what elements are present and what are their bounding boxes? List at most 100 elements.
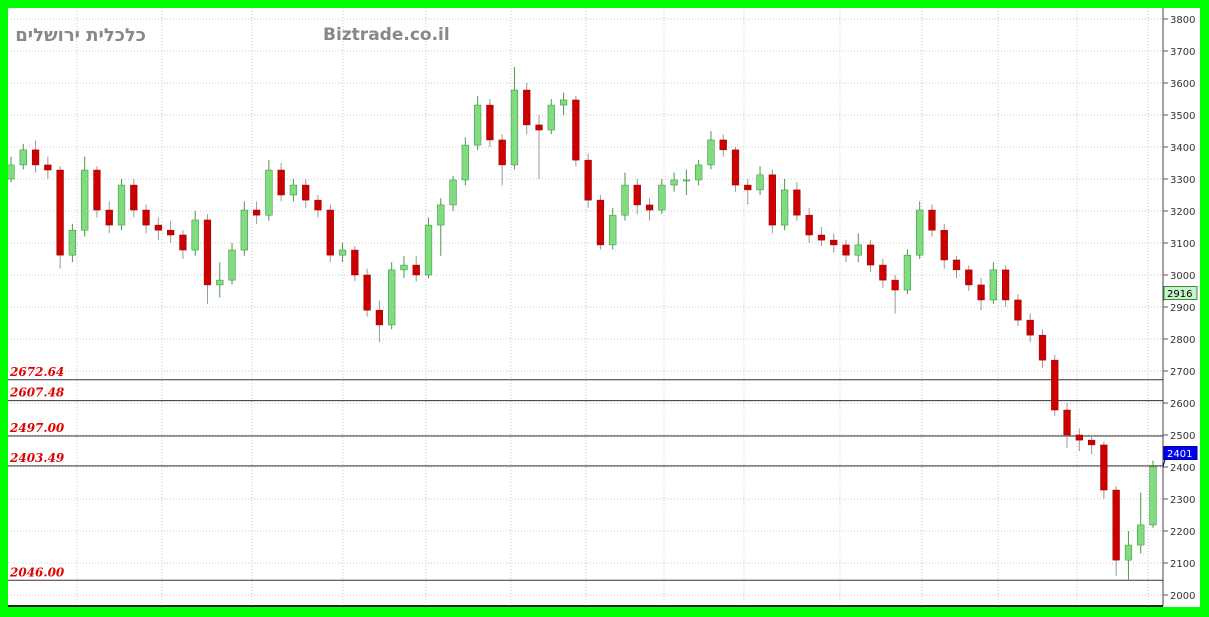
candle xyxy=(633,179,641,215)
y-tick-label: 3700 xyxy=(1170,47,1195,58)
candle-body xyxy=(228,249,236,281)
candle xyxy=(302,179,310,208)
candle-body xyxy=(645,204,654,211)
candle xyxy=(817,227,826,247)
level-label: 2403.49 xyxy=(9,451,65,465)
candle-body xyxy=(203,219,212,286)
candle-body xyxy=(167,229,175,236)
candle xyxy=(130,179,138,218)
candle-body xyxy=(903,254,912,291)
candle xyxy=(768,169,776,234)
candle-body xyxy=(756,174,764,191)
y-tick-label: 3000 xyxy=(1170,271,1195,282)
price-marker-bg xyxy=(1163,446,1198,460)
candle-body xyxy=(240,209,248,251)
candle-body xyxy=(142,209,150,226)
y-tick-label: 2300 xyxy=(1170,495,1195,506)
candle-body xyxy=(1124,544,1133,561)
candle xyxy=(1100,441,1108,499)
candle-body xyxy=(498,139,506,166)
candle-body xyxy=(179,234,187,251)
candle xyxy=(756,166,764,195)
candle-body xyxy=(314,199,322,211)
y-tick-label: 3800 xyxy=(1170,15,1195,26)
y-tick-label: 2500 xyxy=(1170,431,1195,442)
candle-body xyxy=(584,159,592,201)
candle-body xyxy=(928,209,936,231)
candle xyxy=(965,265,973,291)
watermark: Biztrade.co.il xyxy=(323,25,450,45)
candle xyxy=(1063,403,1071,448)
candle xyxy=(744,179,752,205)
candle-body xyxy=(216,279,224,286)
candle xyxy=(842,239,850,263)
candle xyxy=(1002,265,1010,307)
candle xyxy=(44,156,52,179)
candle xyxy=(1038,329,1047,368)
candle xyxy=(952,255,961,279)
candle xyxy=(1014,294,1022,327)
candle-body xyxy=(191,219,199,251)
candle-body xyxy=(793,189,801,216)
candle xyxy=(400,255,408,279)
chart-frame: כלכלית ירושלים Biztrade.co.il 2672.64 260… xyxy=(8,8,1200,607)
candle-body xyxy=(609,214,617,246)
candle-body xyxy=(866,244,875,266)
candle xyxy=(8,156,15,183)
candle-body xyxy=(68,229,77,256)
candle-body xyxy=(523,89,531,126)
candle-body xyxy=(44,164,52,171)
candle-body xyxy=(363,274,371,311)
y-tick-label: 3200 xyxy=(1170,207,1195,218)
candle xyxy=(682,169,691,195)
candle-body xyxy=(130,184,138,211)
candle-body xyxy=(854,244,862,256)
candle-body xyxy=(400,264,408,271)
price-marker-label: 2401 xyxy=(1167,449,1192,460)
candle-body xyxy=(633,184,641,206)
candle xyxy=(154,217,162,240)
candle xyxy=(658,179,666,215)
candle-body xyxy=(1026,319,1034,336)
candle-body xyxy=(473,104,482,146)
candle-body xyxy=(989,269,997,301)
candle-body xyxy=(1112,489,1120,561)
candle xyxy=(486,99,494,147)
candle-body xyxy=(338,249,347,256)
candle-body xyxy=(596,199,605,246)
candle xyxy=(977,278,985,311)
candle xyxy=(81,156,89,237)
candle xyxy=(707,131,715,170)
candle xyxy=(314,195,322,218)
candle-body xyxy=(302,184,310,201)
candle xyxy=(375,300,384,343)
price-levels: 2672.64 2607.48 2497.00 2403.49 2046.00 xyxy=(8,365,1163,581)
candle xyxy=(645,198,654,221)
candle-body xyxy=(289,184,298,196)
y-axis: 2000 2100 2200 2300 2400 2500 2600 2700 2800 2900… xyxy=(8,8,1195,607)
candle xyxy=(191,211,199,256)
y-tick-label: 2600 xyxy=(1170,399,1195,410)
candlestick-chart: כלכלית ירושלים Biztrade.co.il 2672.64 260… xyxy=(8,8,1198,607)
y-tick-label: 2700 xyxy=(1170,367,1195,378)
candle xyxy=(1112,486,1120,576)
candle-body xyxy=(1063,409,1071,436)
candle-body xyxy=(916,209,924,256)
candles xyxy=(8,67,1157,581)
candle-body xyxy=(154,224,162,231)
candle-body xyxy=(81,169,89,231)
candle xyxy=(93,166,101,218)
candle xyxy=(31,140,40,173)
level-label: 2497.00 xyxy=(9,421,65,435)
candle xyxy=(547,99,555,135)
y-tick-label: 3500 xyxy=(1170,111,1195,122)
candle xyxy=(412,255,420,282)
candle xyxy=(1149,460,1157,528)
candle-body xyxy=(252,209,261,216)
candle-body xyxy=(891,279,899,291)
candle xyxy=(1087,435,1096,455)
candle xyxy=(621,172,629,221)
candle xyxy=(584,153,592,208)
candle xyxy=(1124,531,1133,581)
candle xyxy=(117,179,126,231)
